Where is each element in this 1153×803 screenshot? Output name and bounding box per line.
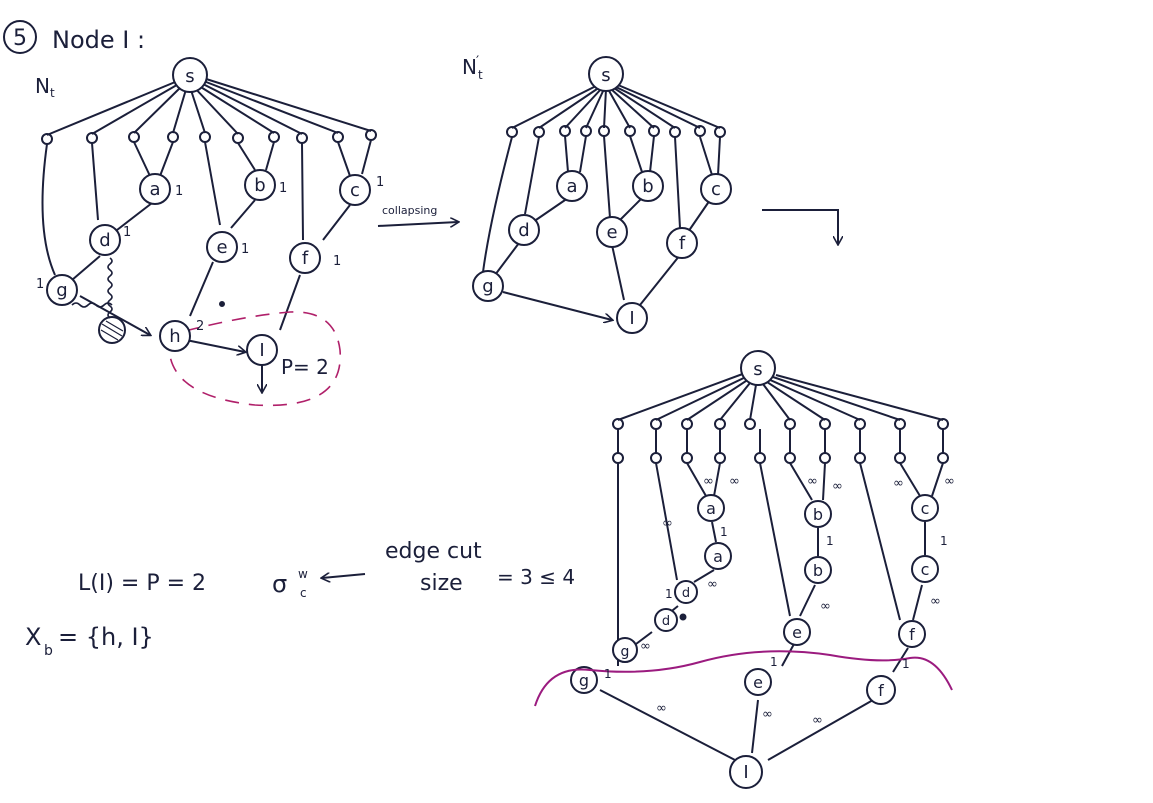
p-label: P= 2 bbox=[281, 355, 329, 379]
sigma-sup: w bbox=[298, 567, 308, 581]
inf-label: ∞ bbox=[707, 577, 718, 592]
ntp-node-I: I bbox=[629, 308, 634, 329]
split-node-c2: c bbox=[921, 560, 930, 579]
graph-split-labels: s a a b b c c d d g g e e f f I ∞ ∞ ∞ ∞ … bbox=[579, 359, 955, 783]
graph-nt bbox=[41, 57, 377, 407]
sigma-symbol: σ bbox=[272, 570, 287, 598]
split-node-f2: f bbox=[878, 681, 884, 700]
graph-nt-prime bbox=[472, 56, 732, 334]
label-equation: L(I) = P = 2 bbox=[78, 571, 206, 596]
edge-cut-line1: edge cut bbox=[385, 539, 482, 564]
split-node-e2: e bbox=[753, 673, 763, 692]
x-set-sub: b bbox=[44, 643, 53, 659]
ntp-node-c: c bbox=[711, 179, 721, 200]
x-set-equation: = {h, I} bbox=[58, 623, 154, 651]
nt-node-c: c bbox=[350, 180, 360, 201]
split-node-a2: a bbox=[713, 547, 723, 566]
one-label: 1 bbox=[665, 587, 673, 601]
result-arrow bbox=[322, 574, 366, 578]
one-label: 1 bbox=[902, 657, 910, 671]
split-node-d1: d bbox=[682, 586, 690, 601]
split-node-d2: d bbox=[662, 614, 670, 629]
split-node-g2: g bbox=[579, 671, 589, 690]
split-node-e1: e bbox=[792, 623, 802, 642]
collapse-arrow: collapsing bbox=[377, 204, 458, 226]
inf-label: ∞ bbox=[703, 474, 714, 489]
inf-label: ∞ bbox=[832, 479, 843, 494]
nt-weight-c: 1 bbox=[376, 175, 384, 190]
inf-label: ∞ bbox=[812, 713, 823, 728]
nt-weight-h: 2 bbox=[196, 319, 204, 334]
inf-label: ∞ bbox=[944, 474, 955, 489]
split-node-b2: b bbox=[813, 561, 823, 580]
inf-label: ∞ bbox=[729, 474, 740, 489]
ntp-node-b: b bbox=[642, 176, 653, 197]
split-node-g1: g bbox=[621, 644, 630, 660]
sigma-sub: c bbox=[300, 586, 307, 600]
ntp-label: N bbox=[462, 55, 477, 79]
nt-label: N bbox=[35, 74, 50, 98]
edge-cut-line2: size bbox=[420, 571, 463, 596]
header: 5 Node I : bbox=[3, 20, 145, 54]
split-node-a1: a bbox=[706, 499, 716, 518]
nt-node-s: s bbox=[185, 66, 194, 87]
nt-node-h: h bbox=[169, 326, 180, 347]
split-node-c1: c bbox=[921, 499, 930, 518]
ntp-node-g: g bbox=[482, 276, 493, 297]
edge-cut-value: = 3 ≤ 4 bbox=[497, 565, 575, 589]
turn-arrow bbox=[762, 209, 838, 244]
nt-node-I: I bbox=[259, 340, 264, 361]
step-number: 5 bbox=[13, 26, 27, 51]
page-title: Node I : bbox=[52, 26, 145, 54]
nt-node-a: a bbox=[149, 179, 160, 200]
inf-label: ∞ bbox=[662, 516, 673, 531]
ntp-node-s: s bbox=[601, 65, 610, 86]
nt-label-sub: t bbox=[50, 86, 55, 100]
result: edge cut size = 3 ≤ 4 σ w c L(I) = P = 2… bbox=[25, 539, 575, 659]
split-node-b1: b bbox=[813, 505, 823, 524]
one-label: 1 bbox=[720, 525, 728, 539]
one-label: 1 bbox=[940, 534, 948, 548]
nt-weight-b: 1 bbox=[279, 181, 287, 196]
nt-node-f: f bbox=[302, 248, 309, 269]
one-label: 1 bbox=[604, 667, 612, 681]
ntp-node-f: f bbox=[679, 233, 686, 254]
graph-split bbox=[534, 350, 953, 789]
inf-label: ∞ bbox=[807, 474, 818, 489]
one-label: 1 bbox=[770, 655, 778, 669]
nt-weight-f: 1 bbox=[333, 254, 341, 269]
nt-weight-d: 1 bbox=[123, 225, 131, 240]
nt-node-d: d bbox=[99, 230, 110, 251]
split-node-s: s bbox=[753, 359, 762, 380]
ntp-node-d: d bbox=[518, 220, 529, 241]
split-node-f1: f bbox=[909, 625, 915, 644]
inf-label: ∞ bbox=[930, 594, 941, 609]
inf-label: ∞ bbox=[656, 701, 667, 716]
collapse-label: collapsing bbox=[382, 204, 437, 217]
nt-node-e: e bbox=[216, 237, 227, 258]
nt-node-g: g bbox=[56, 280, 67, 301]
step-circle bbox=[3, 20, 37, 54]
graph-nt-prime-labels: N ′ t s a b c d e f g I bbox=[462, 54, 721, 329]
ntp-label-sub: t bbox=[478, 68, 483, 82]
nt-weight-e: 1 bbox=[241, 242, 249, 257]
ntp-node-e: e bbox=[606, 222, 617, 243]
inf-label: ∞ bbox=[640, 639, 651, 654]
graph-nt-labels: N t s a b c d e f g h I 1 1 1 1 1 1 1 2 … bbox=[35, 66, 384, 379]
ntp-label-prime: ′ bbox=[476, 54, 479, 70]
split-node-I: I bbox=[743, 762, 748, 783]
nt-node-b: b bbox=[254, 175, 265, 196]
inf-label: ∞ bbox=[893, 476, 904, 491]
inf-label: ∞ bbox=[762, 707, 773, 722]
ntp-node-a: a bbox=[566, 176, 577, 197]
nt-weight-g: 1 bbox=[36, 277, 44, 292]
x-set-symbol: X bbox=[25, 623, 41, 651]
nt-weight-a: 1 bbox=[175, 184, 183, 199]
one-label: 1 bbox=[826, 534, 834, 548]
inf-label: ∞ bbox=[820, 599, 831, 614]
